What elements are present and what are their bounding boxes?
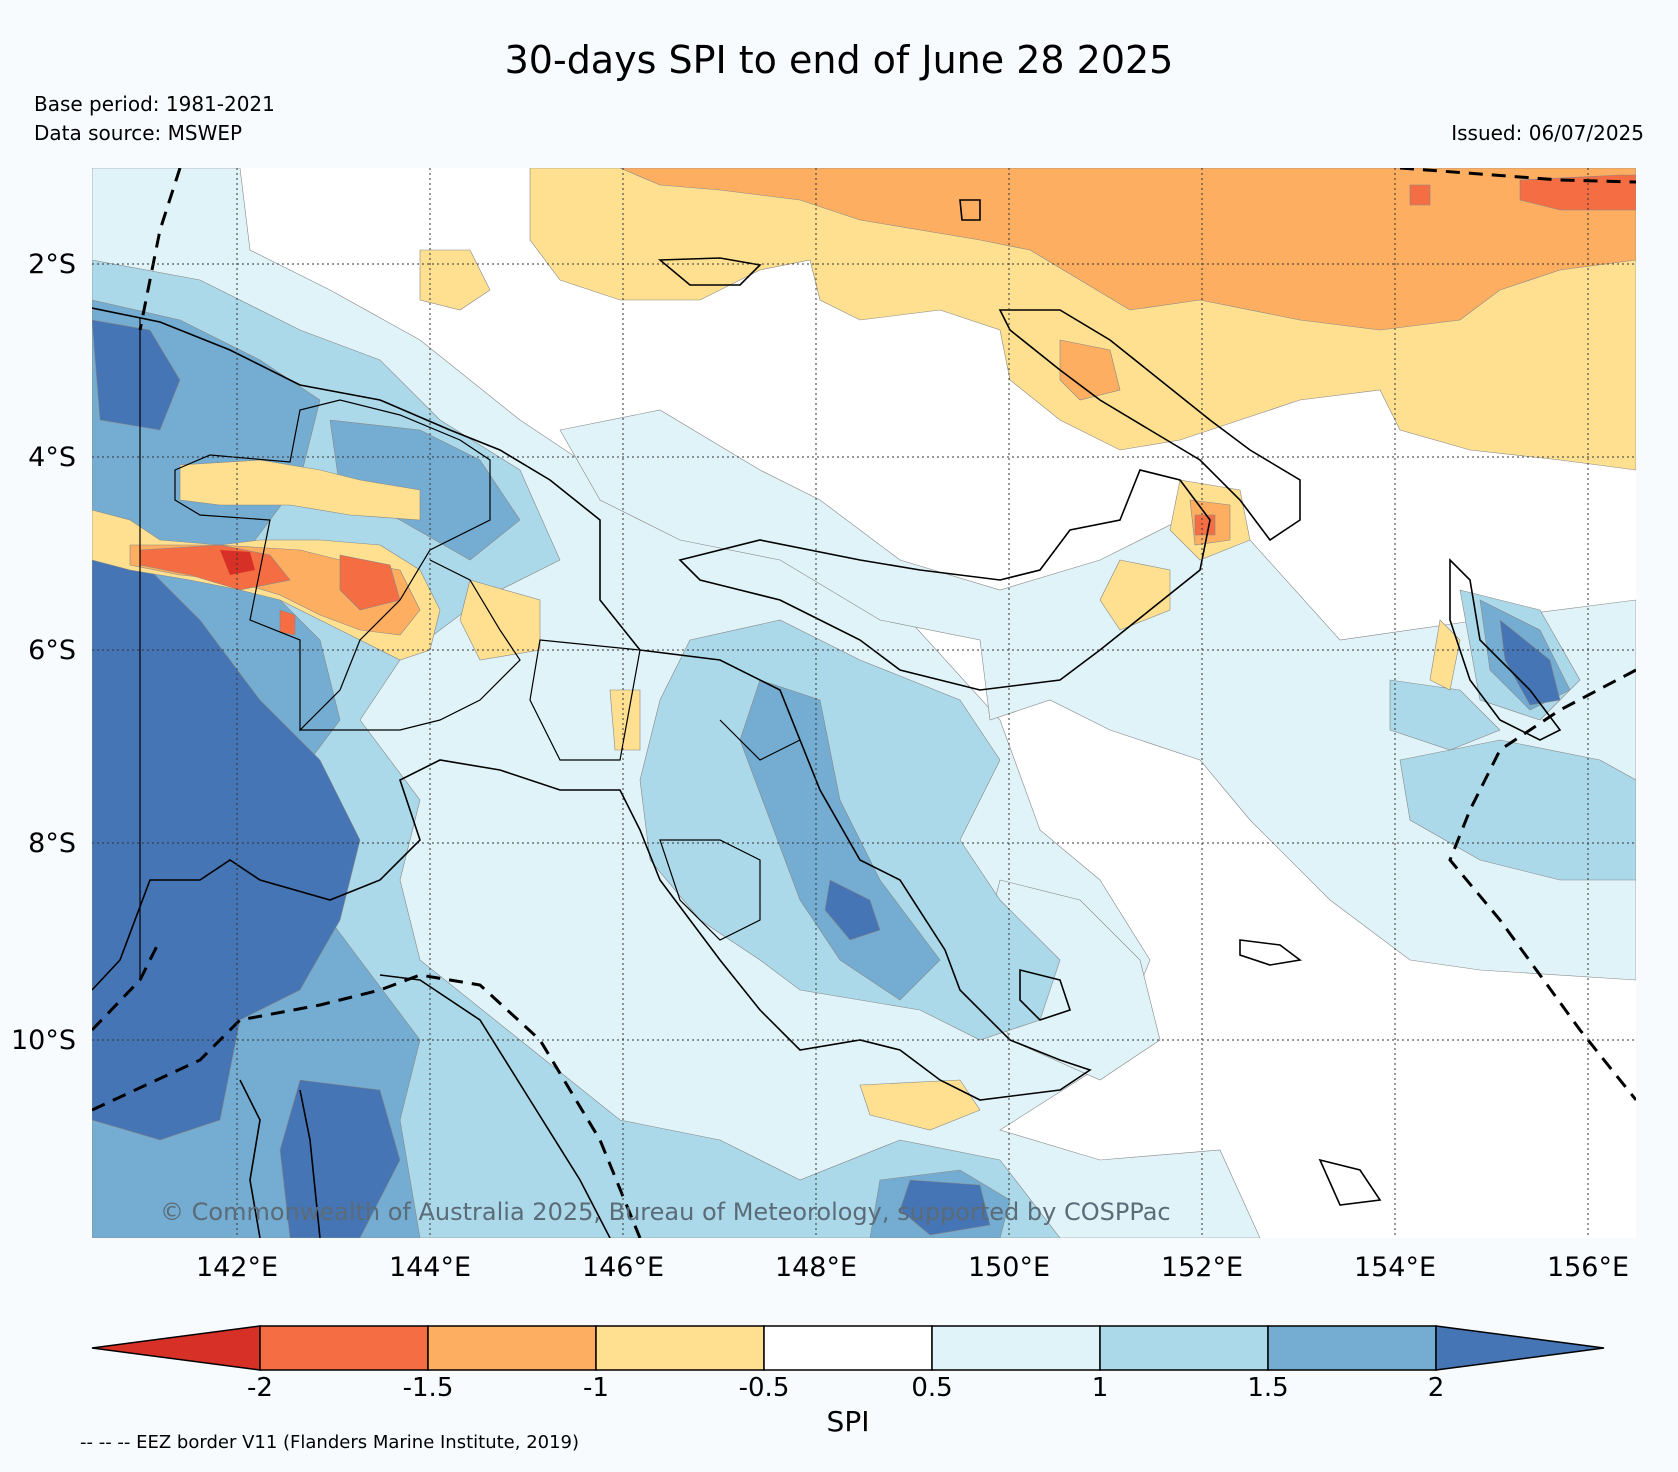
lat-label: 10°S — [11, 1025, 76, 1056]
colorbar-swatch — [1435, 1325, 1605, 1371]
colorbar — [91, 1325, 1605, 1371]
latitude-labels: 2°S 4°S 6°S 8°S 10°S — [11, 249, 76, 1056]
colorbar-tick-label: 1 — [1091, 1373, 1109, 1403]
coastlines — [92, 199, 1562, 1238]
colorbar-tick-label: -1.5 — [402, 1373, 454, 1403]
lat-label: 6°S — [28, 635, 76, 666]
colorbar-title: SPI — [826, 1405, 870, 1438]
spi-contour-darkest-blue — [1499, 619, 1561, 706]
spi-contour-yellow — [1429, 619, 1461, 691]
lat-label: 2°S — [28, 249, 76, 280]
spi-contour-red-orange — [1519, 174, 1636, 211]
colorbar-tick-label: -1 — [583, 1373, 609, 1403]
lon-label: 156°E — [1547, 1252, 1629, 1283]
colorbar-tick-label: 0.5 — [911, 1373, 953, 1403]
colorbar-tick-label: 1.5 — [1247, 1373, 1289, 1403]
spi-contour-yellow — [179, 459, 421, 521]
spi-contour-orange — [1059, 339, 1121, 401]
spi-contour-red-orange — [1409, 184, 1431, 206]
spi-contour-red-orange — [1194, 514, 1216, 536]
lon-label: 144°E — [389, 1252, 471, 1283]
lat-label: 4°S — [28, 442, 76, 473]
eez-footnote: -- -- -- EEZ border V11 (Flanders Marine… — [80, 1432, 580, 1453]
spi-contour-dark-blue — [739, 679, 941, 1001]
colorbar-swatch — [763, 1325, 933, 1371]
spi-contour-yellow — [419, 249, 491, 311]
spi-contour-darkest-blue — [824, 879, 881, 941]
colorbar-swatch — [1099, 1325, 1269, 1371]
colorbar-swatch — [1267, 1325, 1437, 1371]
spi-contour-darkest-blue — [279, 1079, 401, 1238]
lon-label: 154°E — [1354, 1252, 1436, 1283]
spi-contour-yellow — [459, 579, 541, 661]
spi-contour-darkest-blue — [92, 559, 361, 1141]
spi-contour-red-orange — [339, 554, 401, 611]
base-period-text: Base period: 1981-2021 — [34, 92, 275, 116]
lon-label: 142°E — [196, 1252, 278, 1283]
spi-contour-yellow — [1099, 559, 1171, 631]
lon-label: 148°E — [775, 1252, 857, 1283]
spi-contour-red-orange — [279, 609, 296, 636]
lon-label: 146°E — [582, 1252, 664, 1283]
colorbar-swatch — [91, 1325, 261, 1371]
data-source-text: Data source: MSWEP — [34, 121, 243, 145]
colorbar-tick-label: -2 — [247, 1373, 273, 1403]
spi-contour-medium-blue — [1399, 739, 1636, 881]
spi-contour-darkest-blue — [899, 1179, 991, 1236]
spi-contour-yellow — [609, 689, 641, 751]
spi-map-area — [92, 168, 1636, 1238]
copyright-watermark: © Commonwealth of Australia 2025, Bureau… — [160, 1198, 1171, 1226]
colorbar-swatch — [259, 1325, 429, 1371]
eez-borders — [92, 168, 1636, 1238]
spi-contour-red-orange — [139, 544, 291, 591]
colorbar-swatch — [931, 1325, 1101, 1371]
issued-date-text: Issued: 06/07/2025 — [1451, 121, 1644, 145]
lon-label: 150°E — [968, 1252, 1050, 1283]
lon-label: 152°E — [1161, 1252, 1243, 1283]
colorbar-tick-label: 2 — [1427, 1373, 1445, 1403]
colorbar-swatch — [427, 1325, 597, 1371]
colorbar-tick-label: -0.5 — [738, 1373, 790, 1403]
spi-contour-light-blue — [559, 409, 1636, 981]
spi-contour-orange — [619, 168, 1636, 331]
graticule — [92, 168, 1636, 1238]
longitude-labels: 142°E 144°E 146°E 148°E 150°E 152°E 154°… — [196, 1252, 1629, 1283]
colorbar-swatch — [595, 1325, 765, 1371]
map-title: 30-days SPI to end of June 28 2025 — [504, 38, 1174, 82]
lat-label: 8°S — [28, 828, 76, 859]
province-borders — [139, 318, 801, 980]
spi-contour-red — [220, 550, 255, 575]
